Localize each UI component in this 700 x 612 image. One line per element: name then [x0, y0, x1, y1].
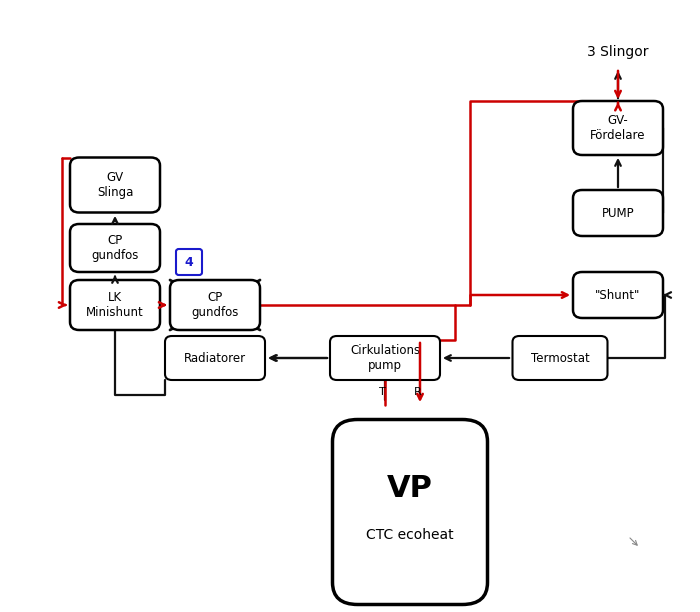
FancyBboxPatch shape	[330, 336, 440, 380]
FancyBboxPatch shape	[70, 224, 160, 272]
FancyBboxPatch shape	[573, 272, 663, 318]
Text: 3 Slingor: 3 Slingor	[587, 45, 649, 59]
Text: Radiatorer: Radiatorer	[184, 351, 246, 365]
Text: 4: 4	[185, 255, 193, 269]
FancyBboxPatch shape	[176, 249, 202, 275]
FancyBboxPatch shape	[165, 336, 265, 380]
Text: CP
gundfos: CP gundfos	[91, 234, 139, 262]
Text: PUMP: PUMP	[602, 206, 634, 220]
Text: Termostat: Termostat	[531, 351, 589, 365]
FancyBboxPatch shape	[70, 280, 160, 330]
FancyBboxPatch shape	[332, 419, 487, 605]
Text: GV-
Fördelare: GV- Fördelare	[590, 114, 645, 142]
Text: LK
Minishunt: LK Minishunt	[86, 291, 144, 319]
Text: T: T	[379, 387, 386, 397]
FancyBboxPatch shape	[170, 280, 260, 330]
FancyBboxPatch shape	[70, 157, 160, 212]
Text: GV
Slinga: GV Slinga	[97, 171, 133, 199]
FancyBboxPatch shape	[573, 101, 663, 155]
Text: VP: VP	[387, 474, 433, 502]
FancyBboxPatch shape	[512, 336, 608, 380]
Text: "Shunt": "Shunt"	[595, 288, 640, 302]
Text: CP
gundfos: CP gundfos	[191, 291, 239, 319]
Text: R: R	[414, 387, 422, 397]
FancyBboxPatch shape	[573, 190, 663, 236]
Text: Cirkulations
pump: Cirkulations pump	[350, 344, 420, 372]
Text: CTC ecoheat: CTC ecoheat	[366, 528, 454, 542]
